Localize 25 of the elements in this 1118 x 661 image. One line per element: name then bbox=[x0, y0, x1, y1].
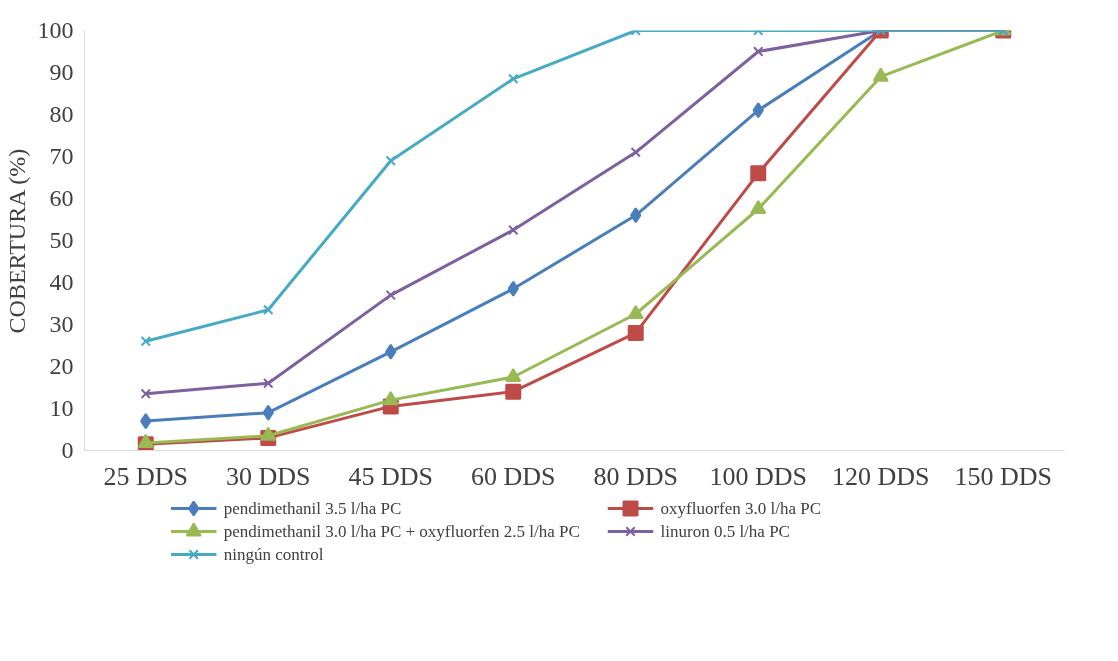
x-tick-label: 100 DDS bbox=[709, 461, 808, 491]
legend-label: pendimethanil 3.0 l/ha PC + oxyfluorfen 2.5 l/ha PC bbox=[223, 522, 580, 541]
y-tick-label: 80 bbox=[49, 101, 74, 127]
y-tick-label: 0 bbox=[61, 437, 74, 463]
legend-label: ningún control bbox=[223, 545, 324, 564]
y-tick-label: 20 bbox=[49, 353, 74, 379]
y-tick-label: 70 bbox=[49, 143, 74, 169]
y-tick-label: 100 bbox=[37, 17, 74, 43]
y-tick-label: 50 bbox=[49, 227, 74, 253]
y-tick-label: 10 bbox=[49, 395, 74, 421]
x-tick-label: 60 DDS bbox=[470, 461, 556, 491]
y-tick-label: 60 bbox=[49, 185, 74, 211]
y-tick-label: 30 bbox=[49, 311, 74, 337]
x-tick-label: 120 DDS bbox=[831, 461, 930, 491]
y-axis-title: COBERTURA (%) bbox=[3, 148, 30, 334]
legend-label: oxyfluorfen 3.0 l/ha PC bbox=[660, 499, 822, 518]
x-tick-label: 45 DDS bbox=[348, 461, 434, 491]
legend-label: linuron 0.5 l/ha PC bbox=[660, 522, 790, 541]
x-tick-label: 30 DDS bbox=[225, 461, 311, 491]
y-tick-label: 90 bbox=[49, 59, 74, 85]
x-tick-label: 80 DDS bbox=[593, 461, 679, 491]
x-tick-label: 150 DDS bbox=[954, 461, 1053, 491]
y-tick-label: 40 bbox=[49, 269, 74, 295]
x-tick-label: 25 DDS bbox=[103, 461, 189, 491]
legend-label: pendimethanil 3.5 l/ha PC bbox=[223, 499, 402, 518]
